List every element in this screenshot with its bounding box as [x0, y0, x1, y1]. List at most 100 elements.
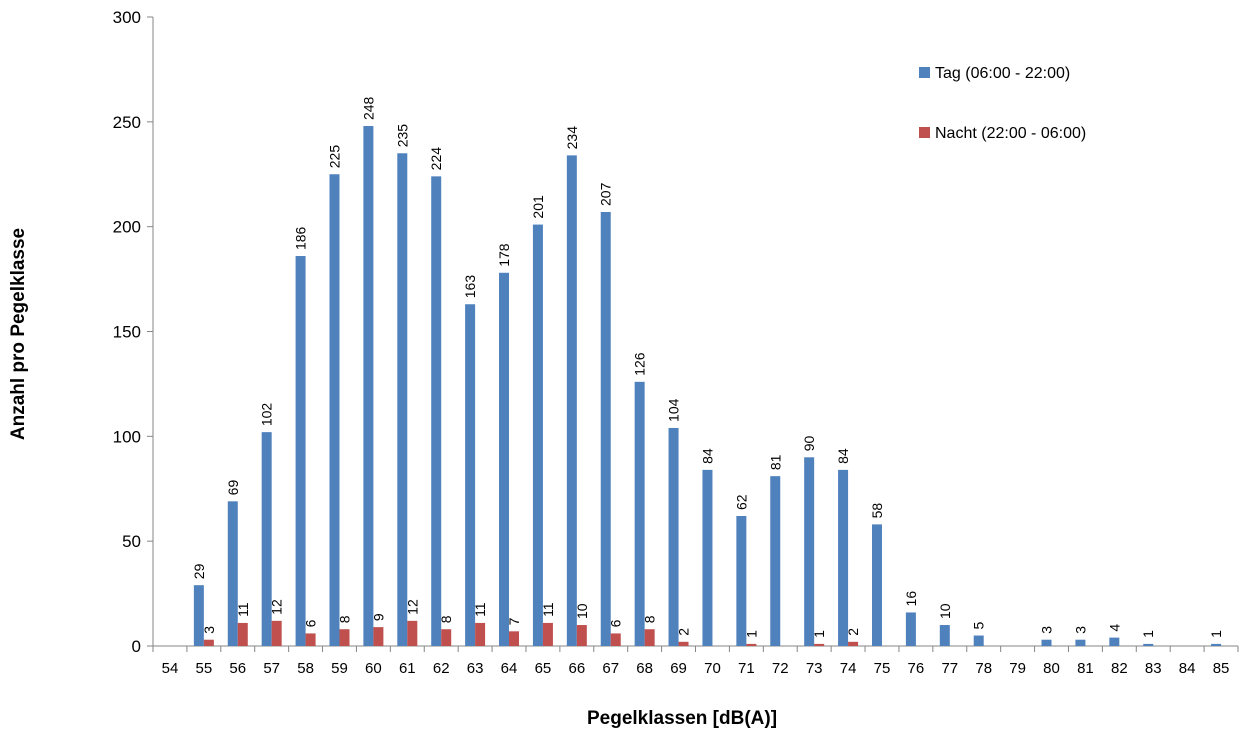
data-label-series-0: 163 [462, 275, 478, 299]
data-label-series-1: 7 [506, 617, 522, 625]
x-tick-label: 67 [602, 660, 619, 677]
x-tick-label: 62 [433, 660, 450, 677]
data-label-series-0: 201 [530, 195, 546, 219]
bar-series-1 [237, 622, 248, 646]
data-label-series-0: 10 [937, 603, 953, 619]
data-label-series-0: 224 [428, 147, 444, 171]
data-label-series-1: 11 [540, 602, 556, 617]
data-label-series-1: 3 [201, 626, 217, 634]
data-label-series-1: 8 [642, 615, 658, 623]
x-tick-label: 75 [874, 660, 891, 677]
bar-series-0 [1075, 639, 1086, 646]
data-label-series-0: 102 [259, 403, 275, 427]
data-label-series-0: 225 [326, 145, 342, 169]
data-label-series-0: 186 [293, 226, 309, 250]
bar-series-0 [261, 432, 272, 646]
data-label-series-1: 1 [811, 630, 827, 638]
data-label-series-0: 5 [971, 622, 987, 630]
x-tick-label: 65 [535, 660, 552, 677]
data-label-series-1: 2 [845, 628, 861, 636]
x-tick-label: 66 [568, 660, 585, 677]
y-tick-label: 300 [113, 8, 141, 27]
x-tick-label: 83 [1145, 660, 1162, 677]
bar-series-0 [532, 224, 543, 646]
bars [193, 126, 1222, 647]
y-axis: 0 50 100 150 200 250 300 [113, 8, 154, 656]
x-tick-label: 78 [975, 660, 992, 677]
data-label-series-0: 207 [598, 182, 614, 206]
data-label-series-0: 3 [1072, 626, 1088, 634]
data-label-series-1: 11 [472, 602, 488, 617]
x-tick-label: 61 [399, 660, 416, 677]
x-tick-label: 85 [1213, 660, 1230, 677]
bar-series-1 [644, 629, 655, 646]
bar-series-1 [203, 639, 214, 646]
x-tick-label: 82 [1111, 660, 1128, 677]
x-tick-label: 74 [840, 660, 857, 677]
x-tick-label: 57 [263, 660, 280, 677]
bar-series-0 [295, 256, 306, 646]
bar-series-0 [1211, 643, 1222, 646]
bar-series-0 [431, 176, 442, 646]
y-axis-title: Anzahl pro Pegelklasse [8, 228, 29, 440]
data-label-series-0: 1 [1140, 630, 1156, 638]
x-tick-label: 63 [467, 660, 484, 677]
bar-series-0 [939, 625, 950, 646]
x-tick-label: 79 [1009, 660, 1026, 677]
data-label-series-0: 84 [835, 448, 851, 464]
legend-swatch-tag [919, 67, 930, 78]
y-tick-label: 150 [113, 323, 141, 342]
bar-series-0 [871, 524, 882, 646]
x-tick-label: 68 [636, 660, 653, 677]
bar-series-0 [634, 381, 645, 646]
x-tick-label: 60 [365, 660, 382, 677]
x-tick-label: 64 [501, 660, 518, 677]
bar-series-1 [509, 631, 520, 646]
data-label-series-0: 126 [632, 352, 648, 376]
legend: Tag (06:00 - 22:00) Nacht (22:00 - 06:00… [919, 65, 1086, 142]
bar-series-1 [441, 629, 452, 646]
data-label-series-1: 12 [404, 599, 420, 615]
bar-series-1 [339, 629, 350, 646]
bar-series-1 [848, 641, 859, 646]
x-tick-label: 72 [772, 660, 789, 677]
bar-series-0 [499, 272, 510, 646]
legend-swatch-nacht [919, 127, 930, 138]
bar-series-0 [1143, 643, 1154, 646]
bar-series-1 [475, 622, 486, 646]
data-label-series-0: 16 [903, 591, 919, 607]
data-label-series-0: 104 [666, 398, 682, 422]
y-tick-label: 50 [122, 532, 141, 551]
bar-series-1 [271, 620, 282, 646]
bar-series-0 [329, 174, 340, 646]
bar-series-1 [373, 627, 384, 646]
data-label-series-0: 1 [1208, 630, 1224, 638]
bar-series-0 [668, 427, 679, 646]
data-label-series-0: 62 [733, 494, 749, 510]
bar-series-0 [363, 126, 374, 646]
x-tick-label: 80 [1043, 660, 1060, 677]
data-label-series-0: 81 [767, 454, 783, 470]
bar-series-1 [678, 641, 689, 646]
data-label-series-0: 69 [225, 480, 241, 496]
y-tick-label: 200 [113, 218, 141, 237]
data-label-series-0: 4 [1106, 624, 1122, 632]
legend-label-nacht: Nacht (22:00 - 06:00) [935, 125, 1086, 142]
x-tick-label: 54 [162, 660, 179, 677]
bar-series-1 [305, 633, 316, 646]
data-label-series-1: 2 [676, 628, 692, 636]
bar-series-1 [542, 622, 553, 646]
x-tick-label: 58 [297, 660, 314, 677]
bar-series-0 [600, 211, 611, 647]
data-label-series-1: 6 [608, 619, 624, 627]
x-tick-label: 70 [704, 660, 721, 677]
data-label-series-1: 1 [743, 630, 759, 638]
data-label-series-0: 58 [869, 503, 885, 519]
bar-series-0 [770, 476, 781, 646]
data-label-series-0: 178 [496, 243, 512, 267]
bar-series-0 [1109, 637, 1120, 646]
bar-series-0 [227, 501, 238, 646]
bar-series-0 [736, 516, 747, 646]
data-label-series-0: 3 [1039, 626, 1055, 634]
